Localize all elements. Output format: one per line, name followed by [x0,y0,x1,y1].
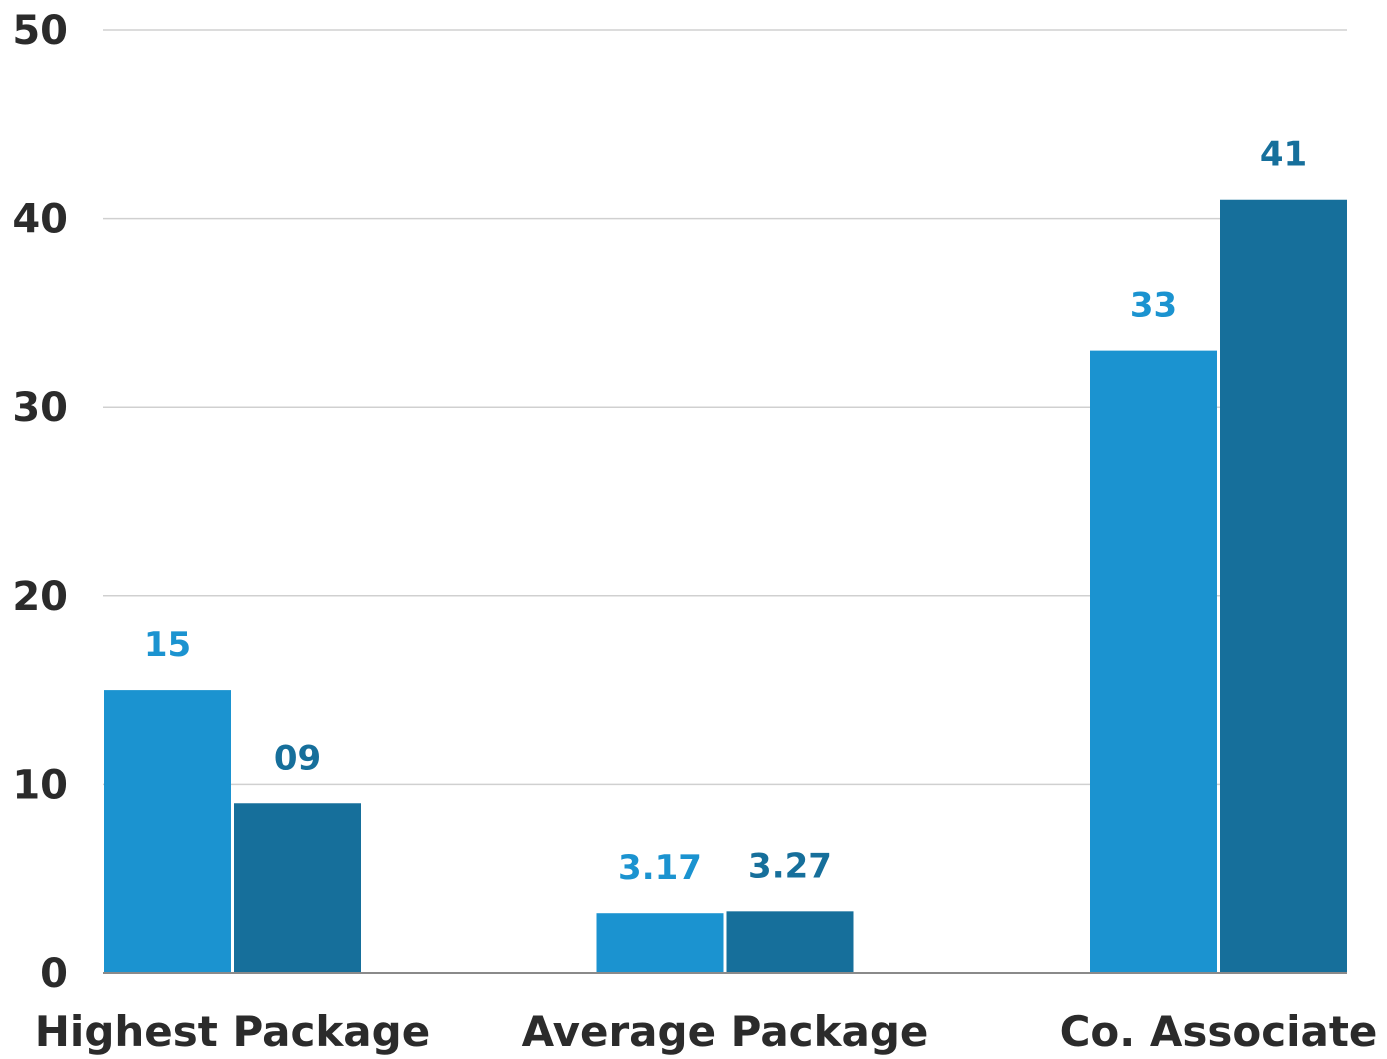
data-labels: 15 09 3.17 3.27 33 41 [144,135,1307,888]
bar [234,803,361,973]
y-tick-label: 30 [12,385,68,431]
y-tick-label: 10 [12,762,68,808]
data-label: 3.27 [748,846,832,886]
bar [596,913,724,973]
x-category-label: Average Package [522,1007,929,1056]
bar [1090,350,1217,973]
bar [104,690,231,973]
bar [1220,199,1347,974]
bars [104,199,1347,974]
y-tick-label: 50 [12,8,68,54]
data-label: 3.17 [618,848,702,888]
bar [726,911,854,973]
x-category-label: Highest Package [35,1007,430,1056]
data-label: 33 [1130,286,1177,326]
x-category-label: Co. Associate [1060,1007,1378,1056]
data-label: 41 [1260,135,1307,175]
x-axis-categories: Highest Package Average Package Co. Associ… [35,1007,1378,1056]
y-tick-label: 20 [12,574,68,620]
y-axis-ticks: 0 10 20 30 40 50 [12,8,68,997]
y-tick-label: 40 [12,197,68,243]
data-label: 15 [144,625,191,665]
data-label: 09 [274,738,321,778]
y-tick-label: 0 [40,951,68,997]
